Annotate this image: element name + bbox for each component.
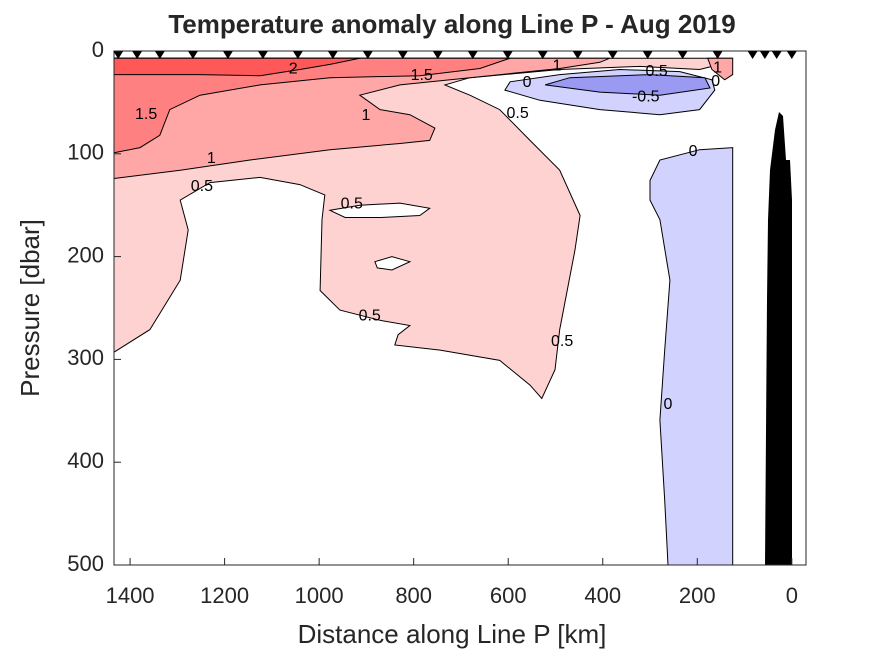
contour-label: -0.5 — [632, 88, 660, 105]
contour-region — [649, 147, 734, 566]
station-marker — [257, 51, 268, 59]
station-marker — [537, 51, 548, 59]
station-marker — [467, 51, 478, 59]
station-marker — [677, 51, 688, 59]
x-tick-label: 800 — [395, 583, 432, 608]
station-marker — [327, 51, 338, 59]
x-tick-label: 600 — [490, 583, 527, 608]
contour-region — [706, 57, 734, 81]
station-marker — [187, 51, 198, 59]
station-marker — [154, 51, 165, 59]
y-tick-label: 0 — [92, 37, 104, 62]
station-marker — [572, 51, 583, 59]
contour-region — [374, 256, 412, 271]
station-marker — [113, 51, 124, 59]
contour-label: 1.5 — [411, 67, 433, 84]
station-marker — [132, 51, 143, 59]
y-tick-label: 300 — [67, 345, 104, 370]
station-marker — [222, 51, 233, 59]
contour-label: 1 — [361, 107, 370, 124]
station-marker — [771, 51, 782, 59]
contour-label: 0.5 — [191, 178, 213, 195]
contour-label: 1 — [552, 58, 561, 75]
y-tick-label: 200 — [67, 242, 104, 267]
x-tick-label: 400 — [584, 583, 621, 608]
contour-label: 0.5 — [359, 307, 381, 324]
contour-label: 2 — [289, 61, 298, 78]
contour-label: 0 — [523, 74, 532, 91]
station-marker — [292, 51, 303, 59]
y-axis-label: Pressure [dbar] — [15, 219, 45, 397]
station-marker — [747, 51, 758, 59]
contour-label: 0.5 — [507, 105, 529, 122]
contour-region — [328, 202, 431, 218]
contour-label: 0.5 — [341, 195, 363, 212]
contour-label: 1.5 — [135, 106, 157, 123]
station-marker — [607, 51, 618, 59]
y-tick-label: 500 — [67, 551, 104, 576]
bathymetry — [765, 112, 792, 565]
contour-label: 0.5 — [551, 333, 573, 350]
x-tick-label: 1000 — [295, 583, 344, 608]
y-tick-label: 100 — [67, 140, 104, 165]
x-tick-label: 200 — [679, 583, 716, 608]
x-tick-label: 0 — [786, 583, 798, 608]
x-tick-label: 1200 — [200, 583, 249, 608]
contour-label: 0.5 — [646, 63, 668, 80]
axes-box — [113, 50, 807, 566]
contour-label: 0 — [664, 396, 673, 413]
contour-label: 1 — [713, 60, 722, 77]
y-tick-label: 400 — [67, 448, 104, 473]
station-marker — [759, 51, 770, 59]
contour-region — [544, 74, 711, 96]
contour-label: 1 — [207, 150, 216, 167]
x-tick-label: 1400 — [106, 583, 155, 608]
station-marker — [502, 51, 513, 59]
station-marker — [362, 51, 373, 59]
station-marker — [397, 51, 408, 59]
contour-label: 0 — [689, 143, 698, 160]
chart-title: Temperature anomaly along Line P - Aug 2… — [168, 9, 735, 39]
contour-label: 0 — [711, 73, 720, 90]
station-marker — [712, 51, 723, 59]
station-marker — [642, 51, 653, 59]
plot-area: 2 1.51 0.5 100-0.51.5 1 0.510.500.50.50.50 — [113, 57, 734, 566]
station-marker — [786, 51, 797, 59]
x-axis-label: Distance along Line P [km] — [298, 619, 607, 649]
station-marker — [432, 51, 443, 59]
contour-region — [113, 57, 511, 154]
contour-region — [113, 57, 360, 77]
